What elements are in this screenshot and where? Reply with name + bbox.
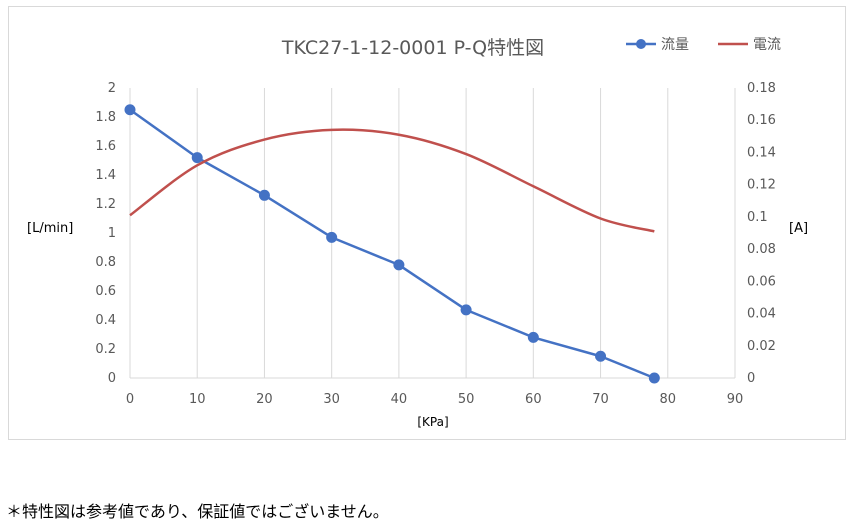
y2-tick-label: 0.06 [747, 274, 776, 289]
x-axis-label: [KPa] [417, 415, 448, 429]
x-tick-label: 0 [126, 392, 134, 407]
y2-tick-label: 0.1 [747, 210, 768, 225]
legend-label-current: 電流 [753, 37, 781, 53]
x-tick-label: 80 [660, 392, 677, 407]
legend-marker-flow [636, 39, 646, 49]
y-axis-label: [L/min] [27, 221, 73, 236]
x-tick-label: 70 [592, 392, 609, 407]
x-tick-label: 50 [458, 392, 475, 407]
series-point-flow [258, 189, 270, 201]
y-tick-label: 0.8 [95, 255, 116, 270]
chart-frame [8, 6, 846, 440]
x-tick-label: 10 [189, 392, 206, 407]
y-tick-label: 0 [108, 371, 116, 386]
y-tick-label: 1.4 [95, 168, 116, 183]
y-tick-label: 1.2 [95, 197, 116, 212]
chart-title: TKC27-1-12-0001 P-Q特性図 [281, 37, 544, 59]
y-tick-label: 1.6 [95, 139, 116, 154]
y2-tick-label: 0.02 [747, 339, 776, 354]
legend-label-flow: 流量 [661, 37, 689, 53]
y2-tick-label: 0.14 [747, 145, 776, 160]
y2-tick-label: 0.18 [747, 81, 776, 96]
y2-tick-label: 0.08 [747, 242, 776, 257]
series-point-flow [191, 152, 203, 164]
series-line-flow [129, 108, 655, 380]
footnote: ＊特性図は参考値であり、保証値ではございません。 [6, 502, 389, 521]
y-tick-label: 1.8 [95, 110, 116, 125]
series-point-flow [393, 259, 405, 271]
series-line-current [129, 128, 655, 233]
y-tick-label: 0.2 [95, 342, 116, 357]
y-tick-label: 0.6 [95, 284, 116, 299]
series-point-flow [124, 104, 136, 116]
series-point-flow [648, 372, 660, 384]
y2-tick-label: 0 [747, 371, 755, 386]
y2-axis-label: [A] [789, 221, 808, 236]
x-tick-label: 20 [256, 392, 273, 407]
series-point-flow [595, 350, 607, 362]
x-tick-label: 40 [391, 392, 408, 407]
series-point-flow [527, 331, 539, 343]
y2-tick-label: 0.16 [747, 113, 776, 128]
y-tick-label: 0.4 [95, 313, 116, 328]
y-tick-label: 2 [108, 81, 116, 96]
x-tick-label: 60 [525, 392, 542, 407]
series-point-flow [460, 304, 472, 316]
y2-tick-label: 0.12 [747, 178, 776, 193]
y-tick-label: 1 [108, 226, 116, 241]
x-tick-label: 30 [323, 392, 340, 407]
series-point-flow [326, 231, 338, 243]
y2-tick-label: 0.04 [747, 307, 776, 322]
x-tick-label: 90 [727, 392, 744, 407]
